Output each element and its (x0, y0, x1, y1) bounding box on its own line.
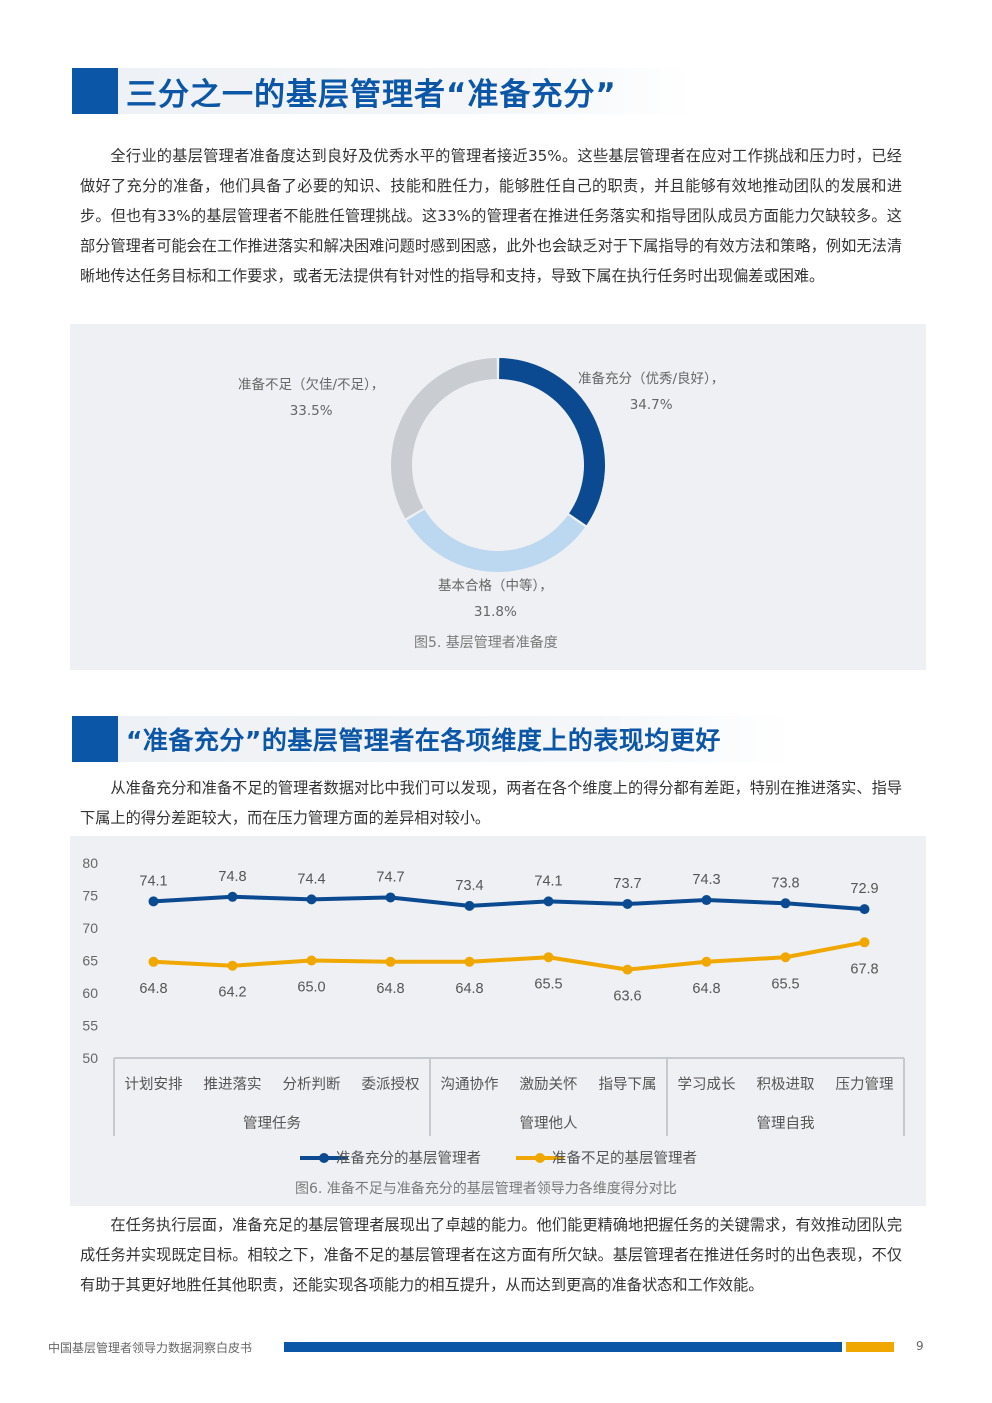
heading-block-icon (72, 716, 118, 762)
x-tick-label: 学习成长 (678, 1076, 736, 1093)
donut-label-insufficient: 准备不足（欠佳/不足）， 33.5% (238, 377, 385, 419)
data-point (543, 952, 554, 963)
data-label: 74.4 (297, 871, 325, 887)
x-tick-label: 积极进取 (757, 1076, 815, 1093)
donut-chart (391, 358, 605, 572)
data-label: 63.6 (613, 989, 641, 1005)
x-tick-label: 激励关怀 (520, 1076, 578, 1093)
data-point (543, 896, 554, 907)
paragraph-1: 全行业的基层管理者准备度达到良好及优秀水平的管理者接近35%。这些基层管理者在应… (80, 147, 902, 285)
data-point (701, 956, 712, 967)
data-point (306, 955, 317, 966)
data-label: 73.7 (613, 876, 641, 892)
donut-chart-panel: 准备不足（欠佳/不足）， 33.5% 准备充分（优秀/良好）， 34.7% 基本… (70, 324, 926, 670)
page-number: 9 (916, 1339, 924, 1353)
data-label: 74.3 (692, 872, 720, 888)
data-point (859, 904, 870, 915)
legend-marker-0 (319, 1153, 329, 1163)
data-point (780, 952, 791, 963)
data-label: 65.5 (771, 976, 799, 992)
data-point (622, 964, 633, 975)
x-tick-label: 分析判断 (283, 1076, 341, 1093)
section-heading-1: 三分之一的基层管理者“准备充分” (72, 68, 692, 114)
y-tick-label: 75 (82, 888, 98, 904)
y-tick-label: 80 (82, 855, 98, 871)
donut-slice-1 (406, 509, 585, 572)
data-point (385, 956, 396, 967)
x-tick-label: 沟通协作 (441, 1076, 499, 1093)
data-label: 74.7 (376, 869, 404, 885)
group-label: 管理任务 (243, 1115, 301, 1132)
data-label: 64.8 (139, 981, 167, 997)
line-chart: 80 75 70 65 60 55 50 计划安排 推进落实 分析判断 委派授权 沟通协作 激励关怀 指导… (82, 855, 905, 1167)
series-line-0 (153, 894, 865, 912)
data-point (148, 896, 159, 907)
data-point (464, 956, 475, 967)
data-label: 74.1 (139, 873, 167, 889)
legend-label-0: 准备充分的基层管理者 (336, 1150, 481, 1167)
data-label: 64.8 (455, 981, 483, 997)
data-label: 64.8 (692, 981, 720, 997)
data-point (622, 898, 633, 909)
donut-label-prepared: 准备充分（优秀/良好）， 34.7% (578, 371, 725, 413)
data-point (148, 956, 159, 967)
data-point (227, 891, 238, 902)
figure-6-caption: 图6. 准备不足与准备充分的基层管理者领导力各维度得分对比 (295, 1181, 677, 1197)
data-point (385, 892, 396, 903)
x-tick-label: 指导下属 (599, 1076, 657, 1093)
donut-slice-2 (391, 358, 497, 519)
x-tick-label: 压力管理 (836, 1076, 894, 1093)
footer-title: 中国基层管理者领导力数据洞察白皮书 (48, 1341, 253, 1355)
data-label: 67.8 (850, 961, 878, 977)
group-label: 管理自我 (757, 1115, 815, 1132)
paragraph-2: 从准备充分和准备不足的管理者数据对比中我们可以发现，两者在各个维度上的得分都有差… (80, 779, 902, 827)
series-line-1 (153, 940, 865, 972)
x-tick-label: 计划安排 (125, 1076, 183, 1093)
x-tick-label: 委派授权 (362, 1076, 420, 1093)
section-heading-2: “准备充分”的基层管理者在各项维度上的表现均更好 (72, 716, 792, 762)
group-label: 管理他人 (520, 1115, 578, 1132)
line-chart-panel: 80 75 70 65 60 55 50 计划安排 推进落实 分析判断 委派授权 沟通协作 激励关怀 指导… (70, 836, 926, 1206)
data-label: 64.2 (218, 985, 246, 1001)
data-label: 73.8 (771, 875, 799, 891)
data-label: 65.5 (534, 976, 562, 992)
y-tick-label: 55 (82, 1018, 98, 1034)
heading-block-icon (72, 68, 118, 114)
data-label: 64.8 (376, 981, 404, 997)
heading-2-text: “准备充分”的基层管理者在各项维度上的表现均更好 (126, 726, 721, 755)
data-label: 65.0 (297, 980, 325, 996)
data-point (701, 895, 712, 906)
data-point (306, 894, 317, 905)
legend-marker-1 (535, 1153, 545, 1163)
figure-5-caption: 图5. 基层管理者准备度 (414, 635, 558, 651)
legend-label-1: 准备不足的基层管理者 (552, 1150, 697, 1167)
heading-1-text: 三分之一的基层管理者“准备充分” (126, 76, 617, 113)
paragraph-3: 在任务执行层面，准备充足的基层管理者展现出了卓越的能力。他们能更精确地把握任务的… (80, 1216, 902, 1294)
data-point (464, 900, 475, 911)
footer-bar-blue (284, 1342, 842, 1352)
x-tick-label: 推进落实 (204, 1076, 262, 1093)
y-tick-label: 60 (82, 985, 98, 1001)
footer-bar-gold (846, 1342, 894, 1352)
y-tick-label: 50 (82, 1050, 98, 1066)
y-tick-label: 65 (82, 953, 98, 969)
data-label: 74.8 (218, 869, 246, 885)
data-label: 73.4 (455, 878, 483, 894)
data-point (227, 960, 238, 971)
data-label: 74.1 (534, 873, 562, 889)
data-point (859, 937, 870, 948)
donut-label-qualified: 基本合格（中等）， 31.8% (438, 578, 553, 620)
data-point (780, 898, 791, 909)
y-tick-label: 70 (82, 920, 98, 936)
donut-slice-0 (499, 358, 605, 526)
data-label: 72.9 (850, 881, 878, 897)
